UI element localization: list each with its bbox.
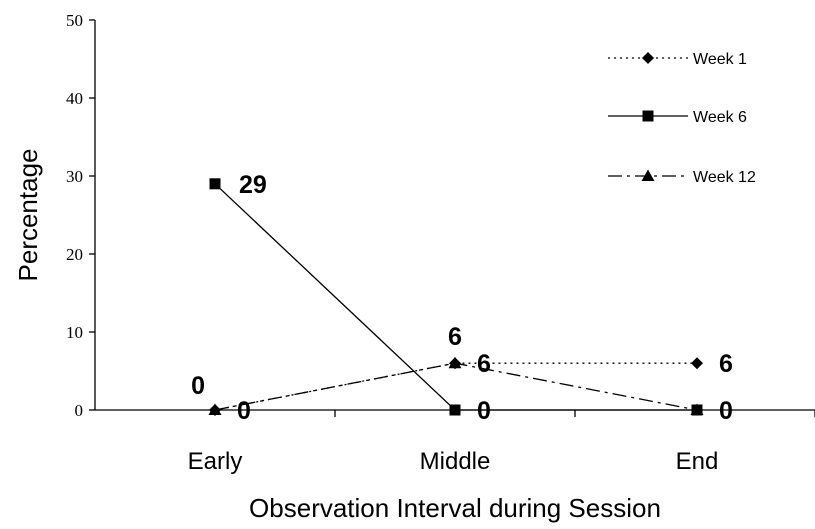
- series-markers: [208, 178, 704, 416]
- x-tick-label: End: [676, 448, 719, 475]
- legend: Week 1 Week 6 Week 12: [608, 51, 756, 186]
- triangle-marker: [641, 169, 655, 181]
- y-tick-label: 10: [66, 323, 83, 342]
- y-tick-label: 40: [66, 89, 83, 108]
- data-label: 0: [237, 397, 251, 425]
- legend-label: Week 1: [693, 51, 747, 68]
- y-axis-title: Percentage: [13, 149, 43, 282]
- triangle-marker: [448, 356, 462, 369]
- data-label: 6: [719, 350, 733, 378]
- square-marker: [642, 110, 654, 122]
- legend-label: Week 12: [693, 169, 756, 186]
- series-line-week-6: [214, 183, 697, 411]
- y-ticks: 0 10 20 30 40 50: [66, 11, 95, 420]
- y-tick-label: 30: [66, 167, 83, 186]
- x-ticks: Early Middle End: [188, 410, 815, 475]
- y-tick-label: 0: [75, 401, 84, 420]
- series-line-week-1: [214, 362, 697, 411]
- data-label: 0: [477, 397, 491, 425]
- data-label: 0: [191, 372, 205, 400]
- legend-label: Week 6: [693, 109, 747, 126]
- square-marker: [449, 404, 461, 416]
- diamond-marker: [691, 357, 703, 370]
- axes: [94, 20, 815, 411]
- data-label: 0: [719, 397, 733, 425]
- data-label: 6: [477, 350, 491, 378]
- x-tick-label: Middle: [420, 448, 491, 475]
- triangle-marker: [208, 403, 222, 415]
- y-tick-label: 20: [66, 245, 83, 264]
- x-tick-label: Early: [188, 448, 243, 475]
- diamond-marker: [642, 52, 654, 64]
- square-marker: [209, 178, 221, 190]
- y-tick-label: 50: [66, 11, 83, 30]
- data-label: 6: [448, 323, 462, 351]
- x-axis-title: Observation Interval during Session: [249, 493, 661, 523]
- triangle-marker: [690, 403, 704, 415]
- series-lines: [214, 183, 698, 411]
- series-line-week-12: [214, 362, 698, 411]
- data-label: 29: [239, 171, 267, 199]
